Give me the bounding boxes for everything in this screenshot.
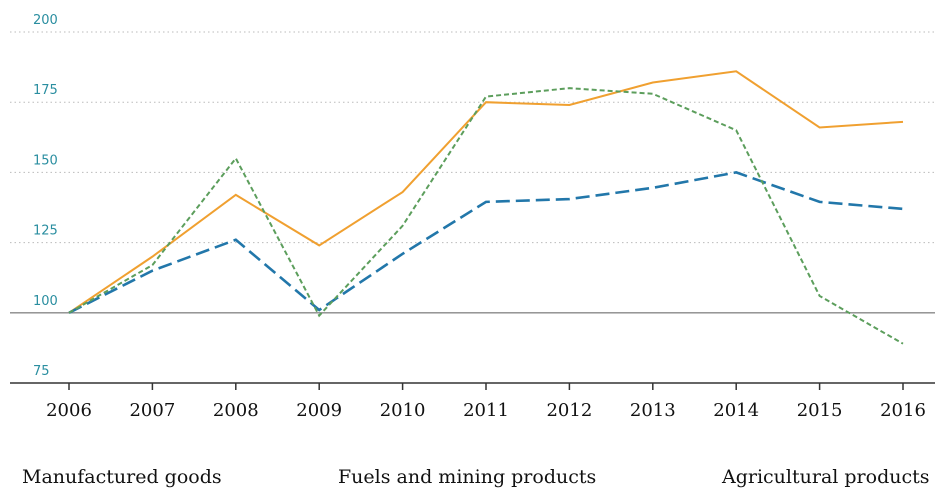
series-line — [68, 171, 904, 314]
series-line — [68, 87, 904, 345]
x-tick-label: 2013 — [630, 400, 676, 421]
x-tick-label: 2011 — [463, 400, 509, 421]
y-tick-label: 150 — [33, 153, 58, 168]
y-tick-label: 100 — [33, 294, 58, 309]
legend-label: Fuels and mining products — [338, 466, 596, 488]
x-tick-label: 2015 — [797, 400, 843, 421]
x-tick-label: 2007 — [129, 400, 175, 421]
x-tick-label: 2009 — [296, 400, 342, 421]
y-tick-label: 75 — [33, 364, 50, 379]
x-tick-label: 2014 — [713, 400, 759, 421]
x-tick-label: 2008 — [213, 400, 259, 421]
x-tick-label: 2010 — [380, 400, 426, 421]
y-tick-label: 175 — [33, 83, 58, 98]
x-tick-label: 2006 — [46, 400, 92, 421]
x-tick-label: 2012 — [546, 400, 592, 421]
y-tick-label: 125 — [33, 224, 58, 239]
x-tick-label: 2016 — [880, 400, 926, 421]
legend-label: Manufactured goods — [22, 466, 222, 488]
series-line — [68, 70, 904, 314]
legend-label: Agricultural products — [721, 466, 930, 488]
y-tick-label: 200 — [33, 13, 58, 28]
